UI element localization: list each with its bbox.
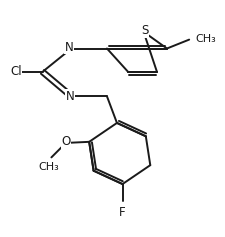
Text: S: S xyxy=(141,24,148,37)
Text: CH₃: CH₃ xyxy=(196,33,217,44)
Text: N: N xyxy=(66,90,75,103)
Text: F: F xyxy=(119,206,126,219)
Text: N: N xyxy=(65,41,74,54)
Text: O: O xyxy=(61,135,70,148)
Text: CH₃: CH₃ xyxy=(39,162,60,172)
Text: Cl: Cl xyxy=(10,65,22,78)
